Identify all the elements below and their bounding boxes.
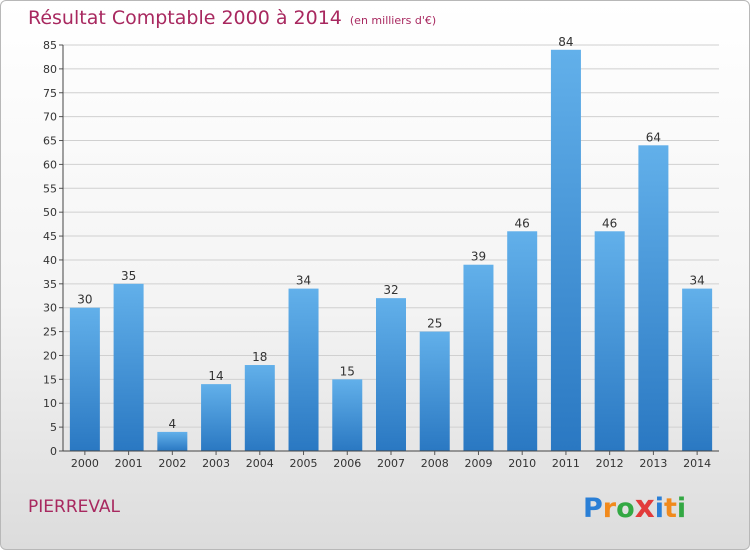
bar-2013 [638,145,669,451]
bar-2006 [332,379,363,451]
data-label-2012: 46 [602,216,617,230]
logo-letter: r [602,493,617,524]
data-label-2006: 15 [340,364,355,378]
bar-2010 [507,231,538,451]
x-tick-label-2008: 2008 [421,457,449,470]
data-label-2001: 35 [121,269,136,283]
bar-2008 [419,331,450,451]
y-tick-label: 80 [43,63,57,76]
y-tick-label: 15 [43,373,57,386]
chart-subtitle: (en milliers d'€) [349,14,437,27]
logo-letter: x [634,489,655,525]
logo-letter: i [654,493,664,524]
x-tick-label-2002: 2002 [158,457,186,470]
x-tick-label-2010: 2010 [508,457,536,470]
x-tick-label-2000: 2000 [71,457,99,470]
x-tick-label-2009: 2009 [464,457,492,470]
logo-letter: P [583,493,603,524]
data-label-2010: 46 [515,216,530,230]
y-tick-label: 45 [43,230,57,243]
y-tick-label: 5 [50,421,57,434]
y-tick-label: 40 [43,254,57,267]
bar-2014 [682,288,713,451]
x-tick-label-2005: 2005 [290,457,318,470]
y-tick-label: 75 [43,87,57,100]
logo-letter: i [676,493,687,524]
bar-2012 [594,231,625,451]
bars: 30 35 4 14 18 34 15 32 25 39 46 84 46 64 34 [69,35,713,452]
data-label-2003: 14 [208,369,223,383]
bar-2005 [288,288,319,451]
y-tick-label: 50 [43,206,57,219]
y-tick-label: 20 [43,349,57,362]
data-label-2011: 84 [558,35,573,49]
data-label-2004: 18 [252,350,267,364]
y-tick-label: 65 [43,135,57,148]
y-tick-label: 10 [43,397,57,410]
data-label-2000: 30 [77,293,92,307]
bar-2009 [463,264,494,451]
logo-letter: o [616,493,635,524]
commune-name: PIERREVAL [28,497,121,517]
y-tick-label: 0 [50,445,57,458]
y-tick-label: 35 [43,278,57,291]
chart-title-text: Résultat Comptable 2000 à 2014 [28,7,342,29]
x-tick-label-2001: 2001 [115,457,143,470]
axes: 0 5 10 15 20 25 30 35 40 45 50 55 60 65 70 75 80 85 2000 20… [43,39,719,470]
data-label-2002: 4 [169,417,177,431]
y-tick-label: 30 [43,302,57,315]
bar-2001 [113,283,144,451]
x-tick-label-2011: 2011 [552,457,580,470]
y-tick-label: 60 [43,158,57,171]
x-tick-label-2014: 2014 [683,457,711,470]
bar-2000 [69,307,100,451]
bar-2011 [550,49,581,452]
chart-title: Résultat Comptable 2000 à 2014 (en millie… [28,7,436,29]
bar-2002 [157,431,188,451]
y-tick-label: 55 [43,182,57,195]
data-label-2008: 25 [427,317,442,331]
y-tick-label: 25 [43,326,57,339]
x-tick-label-2013: 2013 [639,457,667,470]
data-label-2013: 64 [646,130,661,144]
bar-2007 [376,298,406,451]
data-label-2005: 34 [296,274,311,288]
x-tick-label-2012: 2012 [596,457,624,470]
bar-2003 [201,384,232,451]
proxiti-logo[interactable]: Proxiti [583,489,686,525]
x-tick-label-2006: 2006 [333,457,361,470]
data-label-2009: 39 [471,250,486,264]
x-tick-label-2007: 2007 [377,457,405,470]
x-tick-label-2003: 2003 [202,457,230,470]
logo-letter: t [663,493,677,524]
y-tick-label: 85 [43,39,57,52]
y-tick-label: 70 [43,111,57,124]
bar-2004 [244,365,275,451]
x-tick-label-2004: 2004 [246,457,274,470]
data-label-2014: 34 [689,274,704,288]
data-label-2007: 32 [383,283,398,297]
